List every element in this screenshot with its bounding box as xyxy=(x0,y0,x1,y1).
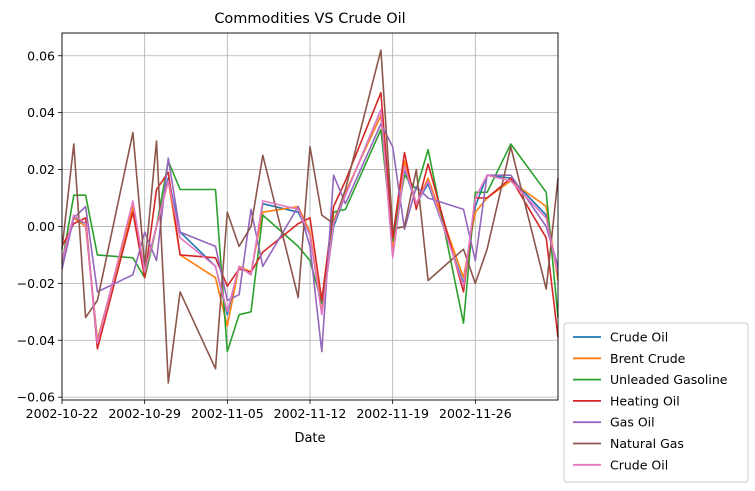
series-line-crude-oil xyxy=(61,109,559,344)
y-tick-label: 0.02 xyxy=(27,162,55,177)
y-tick-label: 0.04 xyxy=(27,105,55,120)
x-tick-label: 2002-11-19 xyxy=(356,406,429,421)
x-tick-label: 2002-11-12 xyxy=(274,406,347,421)
series-line-unleaded-gasoline xyxy=(61,128,559,353)
x-tick-label: 2002-11-26 xyxy=(439,406,512,421)
legend-label: Brent Crude xyxy=(610,351,686,366)
x-axis-label: Date xyxy=(294,431,325,446)
axes: −0.06 −0.04 −0.02 0.00 0.02 0.04 0.06 2002-10-2… xyxy=(17,32,559,421)
chart-title: Commodities VS Crude Oil xyxy=(214,11,405,27)
grid-lines xyxy=(61,33,558,400)
x-tick-label: 2002-10-29 xyxy=(108,406,181,421)
legend-label: Heating Oil xyxy=(610,393,680,408)
legend-label: Natural Gas xyxy=(610,436,684,451)
y-tick-label: −0.02 xyxy=(17,276,55,291)
y-tick-label: 0.06 xyxy=(27,48,55,63)
y-tick-label: −0.04 xyxy=(17,333,55,348)
legend-label: Crude Oil xyxy=(610,457,668,472)
x-tick-label: 2002-11-05 xyxy=(191,406,264,421)
y-tick-label: −0.06 xyxy=(17,390,55,405)
y-tick-label: 0.00 xyxy=(27,219,55,234)
legend-label: Unleaded Gasoline xyxy=(610,372,728,387)
legend-label: Gas Oil xyxy=(610,415,655,430)
x-tick-label: 2002-10-22 xyxy=(26,406,99,421)
legend-label: Crude Oil xyxy=(610,330,668,345)
legend-frame xyxy=(563,322,749,483)
series-lines xyxy=(61,49,559,384)
legend: Crude Oil Brent Crude Unleaded Gasoline Hea… xyxy=(563,322,749,483)
plot-frame xyxy=(61,32,559,401)
